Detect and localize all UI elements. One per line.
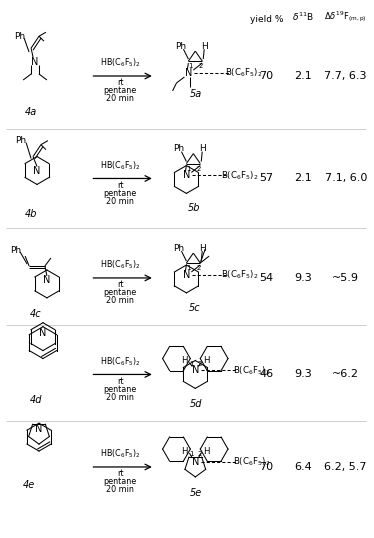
Text: H: H xyxy=(181,447,188,456)
Text: B(C$_6$F$_5$)$_2$: B(C$_6$F$_5$)$_2$ xyxy=(221,169,258,182)
Text: Ph: Ph xyxy=(16,136,27,145)
Text: ~6.2: ~6.2 xyxy=(332,370,359,379)
Text: rt: rt xyxy=(117,79,123,88)
Text: N: N xyxy=(33,166,41,175)
Text: HB(C$_6$F$_5$)$_2$: HB(C$_6$F$_5$)$_2$ xyxy=(100,259,141,271)
Text: rt: rt xyxy=(117,377,123,386)
Text: N: N xyxy=(185,68,192,78)
Text: H: H xyxy=(199,244,206,253)
Text: 2.1: 2.1 xyxy=(294,173,312,183)
Text: Ph: Ph xyxy=(175,41,186,51)
Text: 4a: 4a xyxy=(25,107,37,117)
Text: 54: 54 xyxy=(260,273,274,283)
Text: N: N xyxy=(191,457,199,467)
Text: HB(C$_6$F$_5$)$_2$: HB(C$_6$F$_5$)$_2$ xyxy=(100,159,141,172)
Text: 20 min: 20 min xyxy=(106,393,134,402)
Text: 1: 1 xyxy=(188,63,193,69)
Text: yield %: yield % xyxy=(250,15,283,24)
Text: 2: 2 xyxy=(196,166,200,172)
Text: ~5.9: ~5.9 xyxy=(332,273,359,283)
Text: B(C$_6$F$_5$)$_2$: B(C$_6$F$_5$)$_2$ xyxy=(221,268,258,281)
Text: 9.3: 9.3 xyxy=(294,273,312,283)
Text: $\delta^{11}$B: $\delta^{11}$B xyxy=(292,10,314,23)
Text: $\Delta\delta^{19}$F$_{\mathsf{(m,p)}}$: $\Delta\delta^{19}$F$_{\mathsf{(m,p)}}$ xyxy=(324,9,367,24)
Text: N: N xyxy=(31,57,39,67)
Text: 1: 1 xyxy=(186,265,191,271)
Text: Ph: Ph xyxy=(173,144,184,153)
Text: N: N xyxy=(35,424,43,434)
Text: pentane: pentane xyxy=(104,189,137,198)
Text: 1: 1 xyxy=(186,166,191,172)
Text: H: H xyxy=(203,447,209,456)
Text: HB(C$_6$F$_5$)$_2$: HB(C$_6$F$_5$)$_2$ xyxy=(100,57,141,69)
Text: 1: 1 xyxy=(189,360,194,366)
Text: rt: rt xyxy=(117,280,123,289)
Text: 2.1: 2.1 xyxy=(294,71,312,81)
Text: 5b: 5b xyxy=(188,203,200,213)
Text: 20 min: 20 min xyxy=(106,94,134,103)
Text: 57: 57 xyxy=(260,173,274,183)
Text: 20 min: 20 min xyxy=(106,485,134,494)
Text: 2: 2 xyxy=(196,265,200,271)
Text: pentane: pentane xyxy=(104,477,137,486)
Text: pentane: pentane xyxy=(104,385,137,394)
Text: 5e: 5e xyxy=(190,488,202,498)
Text: rt: rt xyxy=(117,181,123,190)
Text: 5c: 5c xyxy=(188,303,200,313)
Text: N: N xyxy=(183,270,190,280)
Text: B(C$_6$F$_5$)$_2$: B(C$_6$F$_5$)$_2$ xyxy=(225,67,263,79)
Text: 20 min: 20 min xyxy=(106,197,134,206)
Text: HB(C$_6$F$_5$)$_2$: HB(C$_6$F$_5$)$_2$ xyxy=(100,355,141,368)
Text: H: H xyxy=(203,356,209,365)
Text: B(C$_6$F$_5$)$_2$: B(C$_6$F$_5$)$_2$ xyxy=(233,456,270,468)
Text: N: N xyxy=(39,328,47,338)
Text: H: H xyxy=(181,356,188,365)
Text: N: N xyxy=(191,365,199,376)
Text: H: H xyxy=(199,144,206,153)
Text: HB(C$_6$F$_5$)$_2$: HB(C$_6$F$_5$)$_2$ xyxy=(100,448,141,461)
Text: 2: 2 xyxy=(198,63,202,69)
Text: 20 min: 20 min xyxy=(106,296,134,306)
Text: Ph: Ph xyxy=(173,244,184,253)
Text: 2: 2 xyxy=(197,451,202,457)
Text: pentane: pentane xyxy=(104,87,137,95)
Text: 70: 70 xyxy=(260,71,274,81)
Text: N: N xyxy=(183,171,190,180)
Text: 4d: 4d xyxy=(30,395,42,405)
Text: rt: rt xyxy=(117,470,123,478)
Text: pentane: pentane xyxy=(104,288,137,298)
Text: 70: 70 xyxy=(260,462,274,472)
Text: 2: 2 xyxy=(197,360,202,366)
Text: N: N xyxy=(43,275,50,285)
Text: 4e: 4e xyxy=(23,480,35,490)
Text: Ph: Ph xyxy=(13,32,25,41)
Text: 5d: 5d xyxy=(190,399,203,409)
Text: H: H xyxy=(201,41,208,51)
Text: 7.1, 6.0: 7.1, 6.0 xyxy=(325,173,367,183)
Text: 6.2, 5.7: 6.2, 5.7 xyxy=(324,462,367,472)
Text: B(C$_6$F$_5$)$_2$: B(C$_6$F$_5$)$_2$ xyxy=(233,364,270,377)
Text: 5a: 5a xyxy=(190,89,202,99)
Text: 7.7, 6.3: 7.7, 6.3 xyxy=(324,71,367,81)
Text: 46: 46 xyxy=(260,370,274,379)
Text: 9.3: 9.3 xyxy=(294,370,312,379)
Text: Ph: Ph xyxy=(10,246,21,254)
Text: 1: 1 xyxy=(189,451,194,457)
Text: 6.4: 6.4 xyxy=(294,462,312,472)
Text: 4c: 4c xyxy=(30,309,42,319)
Text: 4b: 4b xyxy=(25,209,37,220)
